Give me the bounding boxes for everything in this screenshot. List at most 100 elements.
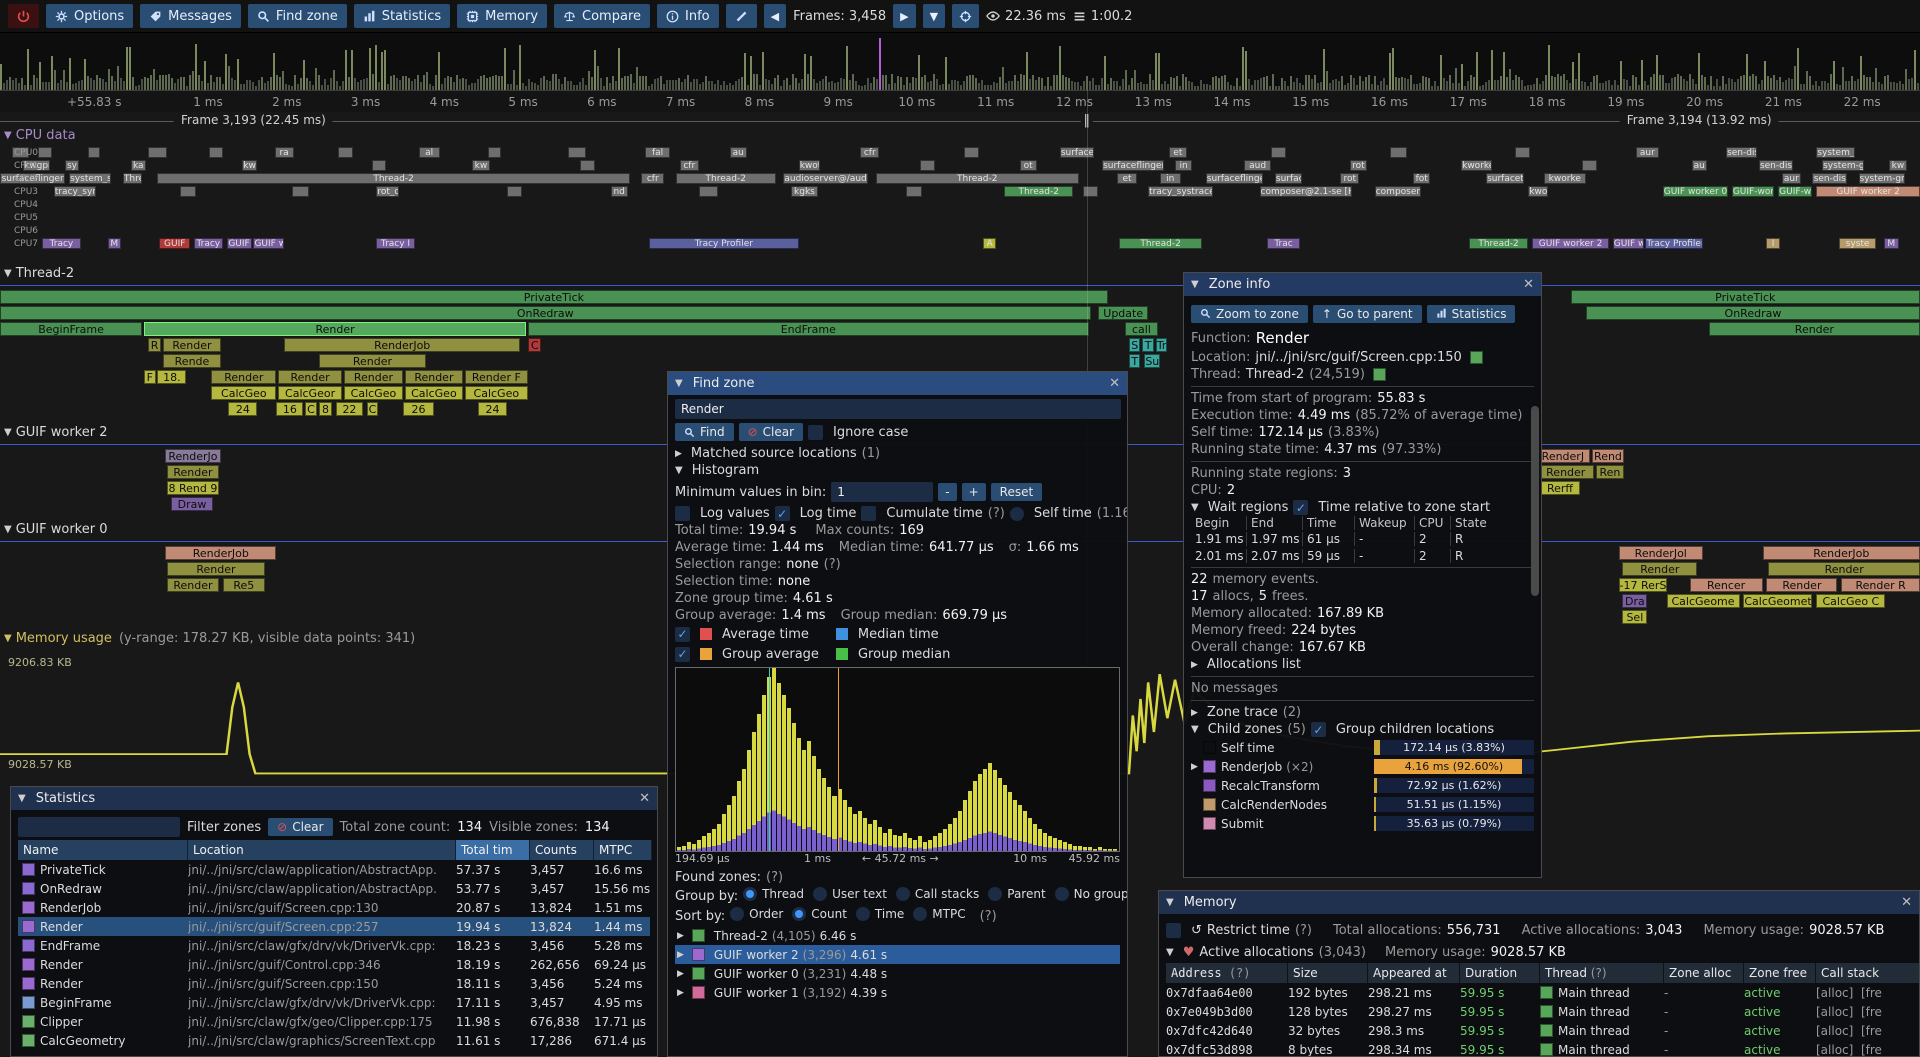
frame-time-bar[interactable]	[1674, 76, 1676, 90]
frame-time-bar[interactable]	[930, 80, 932, 90]
frame-time-bar[interactable]	[840, 78, 842, 90]
alloc-callstack-link[interactable]: [alloc]	[1816, 1042, 1854, 1057]
frame-time-bar[interactable]	[624, 75, 626, 90]
timeline-zone[interactable]: Dra	[1622, 594, 1648, 608]
frame-time-bar[interactable]	[1791, 78, 1793, 90]
frame-time-bar[interactable]	[1437, 85, 1439, 90]
frame-time-bar[interactable]	[801, 79, 803, 90]
timeline-zone[interactable]: surfacel	[1059, 147, 1095, 158]
child-zone-row[interactable]: CalcRenderNodes 51.51 μs (1.15%)	[1191, 795, 1534, 814]
timeline-zone[interactable]: system_serv	[69, 173, 112, 184]
frame-time-bar[interactable]	[1770, 77, 1772, 90]
histogram-section-header[interactable]: ▼ Histogram	[675, 462, 1120, 479]
memory-titlebar[interactable]: ▼ Memory ✕	[1159, 891, 1919, 914]
frame-time-bar[interactable]	[501, 75, 503, 90]
frame-time-bar[interactable]	[990, 84, 992, 90]
timeline-zone[interactable]	[1582, 160, 1598, 171]
frame-time-bar[interactable]	[93, 79, 95, 90]
thread2-header[interactable]: ▼ Thread-2	[4, 266, 74, 281]
frame-time-bar[interactable]	[1305, 74, 1307, 90]
found-zone-row[interactable]: ▶ GUIF worker 2 (3,296) 4.61 s	[675, 945, 1120, 964]
frame-time-bar[interactable]	[669, 79, 671, 90]
found-zone-row[interactable]: ▶ GUIF worker 1 (3,192) 4.39 s	[675, 983, 1120, 1002]
frame-time-bar[interactable]	[918, 54, 920, 90]
frame-time-bar[interactable]	[921, 77, 923, 90]
frame-time-bar[interactable]	[1407, 78, 1409, 90]
frame-time-bar[interactable]	[1443, 78, 1445, 90]
expand-arrow-icon[interactable]: ▶	[1191, 707, 1198, 718]
column-header-name[interactable]: Name	[18, 840, 188, 860]
frame-time-bar[interactable]	[1857, 78, 1859, 90]
info-button[interactable]: Info	[657, 4, 719, 28]
frame-time-bar[interactable]	[690, 82, 692, 90]
frame-time-bar[interactable]	[1914, 50, 1916, 90]
frame-time-bar[interactable]	[606, 76, 608, 90]
frame-time-bar[interactable]	[645, 76, 647, 90]
prev-frame-button[interactable]: ◀	[763, 4, 787, 28]
frame-time-bar[interactable]	[1707, 85, 1709, 90]
frame-time-bar[interactable]	[1053, 74, 1055, 90]
child-zone-row[interactable]: ▶ RenderJob (×2) 4.16 ms (92.60%)	[1191, 757, 1534, 776]
frame-markers-row[interactable]: Frame 3,193 (22.45 ms) ‖ Frame 3,194 (13…	[0, 112, 1920, 131]
frame-time-bar[interactable]	[1392, 48, 1394, 90]
frame-time-bar[interactable]	[1575, 79, 1577, 90]
relative-time-checkbox[interactable]: ✓	[1293, 500, 1309, 515]
frame-time-bar[interactable]	[195, 44, 197, 90]
frame-time-bar[interactable]	[723, 81, 725, 90]
frame-time-bar[interactable]	[870, 82, 872, 90]
sort-by-option[interactable]: Time	[855, 907, 904, 921]
timeline-zone[interactable]: A	[983, 238, 997, 249]
frame-time-bar[interactable]	[219, 77, 221, 90]
timeline-zone[interactable]: OnRedraw	[0, 306, 1091, 320]
frame-time-bar[interactable]	[1065, 76, 1067, 90]
frame-time-bar[interactable]	[1083, 81, 1085, 90]
frame-time-bar[interactable]	[1506, 77, 1508, 90]
frame-time-bar[interactable]	[783, 79, 785, 90]
frame-time-bar[interactable]	[1380, 80, 1382, 90]
frame-time-bar[interactable]	[1341, 75, 1343, 90]
frame-time-bar[interactable]	[873, 76, 875, 90]
frame-time-bar[interactable]	[1476, 51, 1478, 90]
frame-time-bar[interactable]	[1830, 74, 1832, 90]
timeline-zone[interactable]: composer@2.1-se [HW	[1259, 186, 1352, 197]
frame-time-bar[interactable]	[99, 77, 101, 90]
allocation-row[interactable]: 0x7dfc53d898 8 bytes 298.34 ms 59.95 s M…	[1166, 1040, 1912, 1057]
frame-time-bar[interactable]	[765, 79, 767, 90]
frame-time-bar[interactable]	[555, 74, 557, 90]
statistics-table-row[interactable]: OnRedraw jni/../jni/src/claw/application…	[18, 879, 650, 898]
timeline-zone[interactable]: Sel	[1622, 610, 1648, 624]
timeline-zone[interactable]: Rend	[1591, 449, 1625, 463]
frame-time-bar[interactable]	[1899, 81, 1901, 90]
frame-time-bar[interactable]	[1326, 70, 1328, 90]
messages-button[interactable]: Messages	[140, 4, 241, 28]
frame-time-bar[interactable]	[1023, 74, 1025, 90]
frame-time-bar[interactable]	[1503, 52, 1505, 90]
frame-time-bar[interactable]	[1494, 79, 1496, 90]
frame-time-bar[interactable]	[81, 79, 83, 90]
frame-time-bar[interactable]	[924, 75, 926, 90]
frame-time-bar[interactable]	[972, 75, 974, 90]
frame-time-bar[interactable]	[405, 75, 407, 90]
child-zone-row[interactable]: Submit 35.63 μs (0.79%)	[1191, 814, 1534, 833]
statistics-button[interactable]: Statistics	[353, 4, 451, 28]
frame-time-bar[interactable]	[1569, 83, 1571, 90]
frame-time-bar[interactable]	[753, 74, 755, 90]
timeline-zone[interactable]	[291, 186, 310, 197]
frame-time-bar[interactable]	[39, 61, 41, 90]
frame-time-bar[interactable]	[1401, 77, 1403, 90]
timeline-zone[interactable]	[11, 147, 29, 158]
frame-time-bar[interactable]	[1050, 85, 1052, 90]
frame-time-bar[interactable]	[1197, 85, 1199, 90]
average-time-checkbox[interactable]: ✓	[675, 626, 690, 642]
log-time-checkbox[interactable]: ✓	[774, 506, 790, 521]
group-by-option[interactable]: User text	[813, 887, 887, 901]
frame-time-bar[interactable]	[105, 82, 107, 90]
allocations-table-header[interactable]: Address (?) Size Appeared at Duration Th…	[1166, 963, 1919, 983]
timeline-zone[interactable]	[698, 186, 719, 197]
frame-time-bar[interactable]	[249, 79, 251, 90]
timeline-zone[interactable]: kwgpr	[23, 160, 50, 171]
frame-time-bar[interactable]	[735, 80, 737, 90]
frame-time-bar[interactable]	[216, 77, 218, 90]
frame-time-bar[interactable]	[1869, 77, 1871, 90]
timeline-zone[interactable]: Render	[343, 370, 404, 384]
